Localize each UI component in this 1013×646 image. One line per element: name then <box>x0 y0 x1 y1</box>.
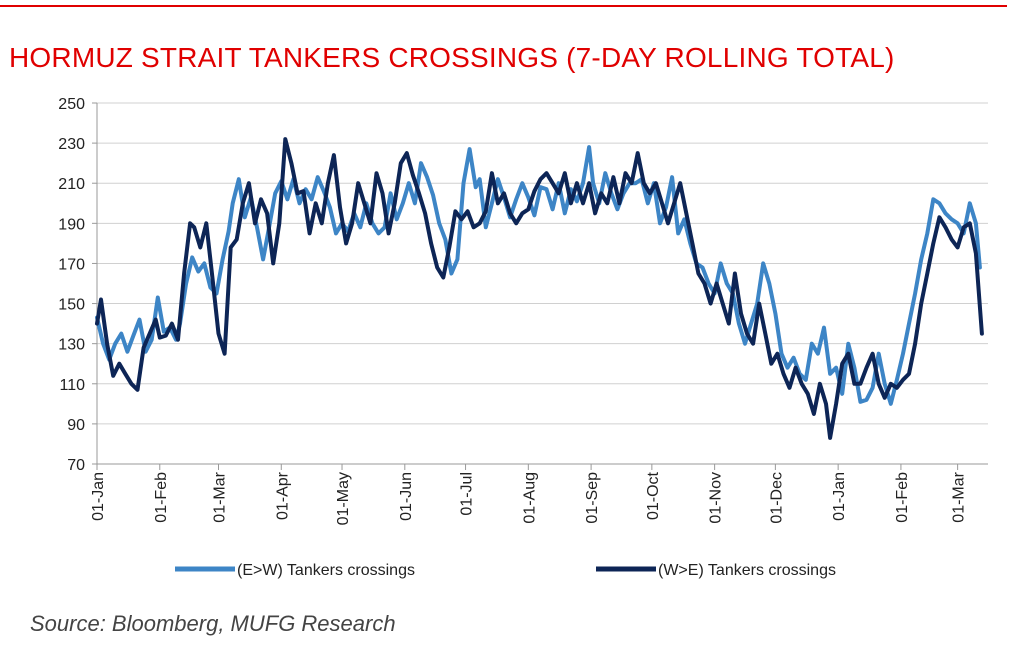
y-tick-label: 250 <box>58 96 85 113</box>
x-tick-label: 01-Apr <box>274 471 291 520</box>
line-chart: 70 90 110 130 150 170 190 210 230 250 01-Jan 01-Fe… <box>58 96 988 579</box>
y-tick-label: 190 <box>58 216 85 233</box>
x-tick-label: 01-Feb <box>894 472 911 523</box>
y-tick-label: 90 <box>67 417 85 434</box>
chart-title: HORMUZ STRAIT TANKERS CROSSINGS (7-DAY R… <box>9 42 895 73</box>
axes <box>92 102 988 470</box>
x-tick-label: 01-Jun <box>398 472 415 521</box>
y-tick-label: 70 <box>67 457 85 474</box>
x-tick-label: 01-Jan <box>831 472 848 521</box>
x-tick-label: 01-Mar <box>212 471 229 522</box>
x-tick-label: 01-Mar <box>951 471 968 522</box>
y-tick-label: 110 <box>59 377 85 394</box>
series-lines <box>95 137 984 440</box>
y-tick-label: 130 <box>58 337 85 354</box>
series-line-e-to-w <box>95 145 982 406</box>
x-tick-label: 01-Oct <box>645 471 662 520</box>
y-tick-label: 210 <box>58 176 85 193</box>
y-axis-ticks: 70 90 110 130 150 170 190 210 230 250 <box>58 96 85 474</box>
x-tick-label: 01-Sep <box>584 472 601 524</box>
legend-label: (E>W) Tankers crossings <box>237 562 415 579</box>
x-tick-label: 01-Dec <box>768 472 785 524</box>
y-tick-label: 170 <box>58 256 85 273</box>
x-tick-label: 01-Feb <box>153 472 170 523</box>
x-tick-label: 01-May <box>335 472 352 525</box>
x-axis-ticks: 01-Jan 01-Feb 01-Mar 01-Apr 01-May 01-Jun 01-J… <box>90 471 968 525</box>
legend-label: (W>E) Tankers crossings <box>658 562 836 579</box>
y-tick-label: 150 <box>58 297 85 314</box>
legend: (E>W) Tankers crossings (W>E) Tankers cro… <box>175 562 836 579</box>
y-tick-label: 230 <box>58 136 85 153</box>
top-rule <box>0 5 1007 7</box>
x-tick-label: 01-Nov <box>708 472 725 524</box>
x-tick-label: 01-Aug <box>521 472 538 524</box>
series-line-w-to-e <box>95 137 984 440</box>
x-tick-label: 01-Jul <box>459 472 476 516</box>
x-tick-label: 01-Jan <box>90 472 107 521</box>
source-note: Source: Bloomberg, MUFG Research <box>30 611 396 636</box>
